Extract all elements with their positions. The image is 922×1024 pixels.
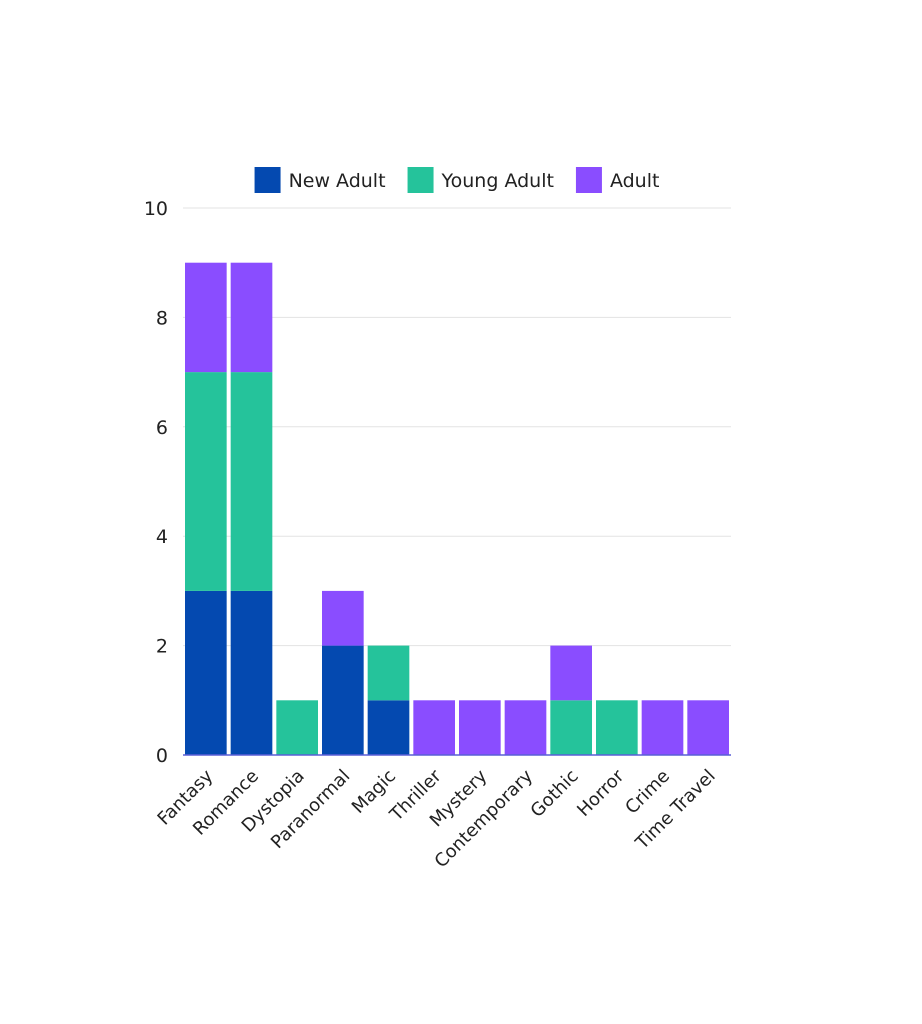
y-tick-label: 2: [156, 636, 168, 658]
legend-item[interactable]: Adult: [575, 167, 660, 193]
x-tick-label: Gothic: [527, 766, 583, 822]
y-axis-ticks: 0 2 4 6 8 10: [144, 198, 168, 767]
legend-label: Young Adult: [441, 170, 554, 192]
legend-item[interactable]: Young Adult: [407, 167, 554, 193]
y-tick-label: 4: [156, 526, 168, 548]
bars: [183, 262, 731, 756]
legend-swatch: [407, 167, 434, 193]
legend-swatch: [254, 167, 281, 193]
legend-item[interactable]: New Adult: [254, 167, 386, 193]
bar-segment-new-adult[interactable]: [322, 645, 364, 755]
bar-segment-adult[interactable]: [641, 700, 684, 755]
legend: New Adult Young Adult Adult: [254, 167, 660, 193]
bar-segment-adult[interactable]: [322, 590, 364, 646]
y-tick-label: 8: [156, 307, 168, 329]
x-tick-label: Horror: [573, 765, 629, 821]
bar-segment-adult[interactable]: [185, 262, 227, 373]
legend-swatch: [575, 167, 602, 193]
legend-label: Adult: [610, 170, 660, 192]
bar-segment-new-adult[interactable]: [185, 590, 227, 755]
bar-segment-young-adult[interactable]: [230, 372, 273, 591]
bar-segment-young-adult[interactable]: [596, 700, 638, 755]
bar-segment-young-adult[interactable]: [276, 700, 318, 755]
bar-segment-new-adult[interactable]: [230, 590, 273, 755]
bar-segment-adult[interactable]: [459, 700, 501, 755]
bar-segment-young-adult[interactable]: [367, 645, 410, 701]
legend-label: New Adult: [289, 170, 386, 192]
bar-segment-young-adult[interactable]: [185, 372, 227, 591]
bar-segment-young-adult[interactable]: [550, 700, 592, 755]
bar-segment-adult[interactable]: [504, 700, 547, 755]
bar-segment-adult[interactable]: [230, 262, 273, 373]
bar-segment-adult[interactable]: [413, 700, 455, 755]
bar-segment-adult[interactable]: [550, 645, 592, 701]
y-tick-label: 6: [156, 417, 168, 439]
gridlines: [183, 207, 731, 647]
bar-segment-adult[interactable]: [687, 700, 729, 755]
y-tick-label: 0: [156, 745, 168, 767]
x-axis-ticks: FantasyRomanceDystopiaParanormalMagicThr…: [154, 765, 720, 872]
y-tick-label: 10: [144, 198, 168, 220]
bar-segment-new-adult[interactable]: [367, 700, 410, 755]
